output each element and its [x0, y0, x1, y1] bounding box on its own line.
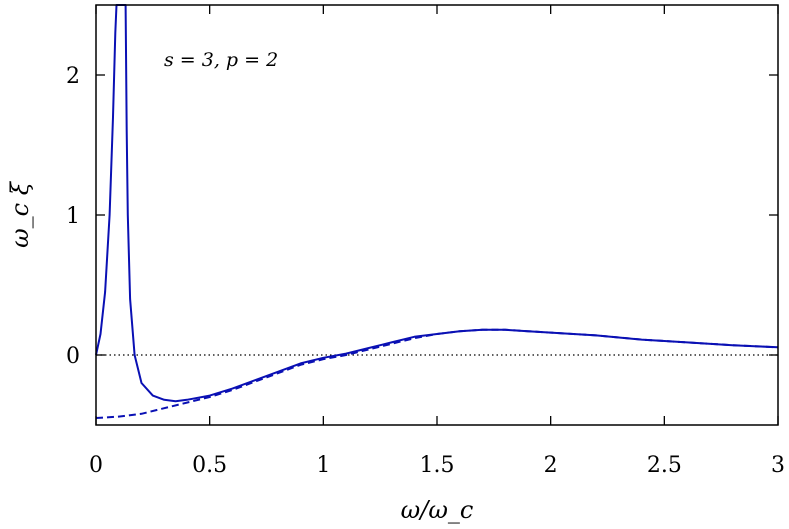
parameter-annotation: s = 3, p = 2 — [164, 49, 278, 71]
x-tick-label: 1 — [316, 453, 330, 478]
y-tick-label: 0 — [66, 344, 80, 369]
x-tick-label: 0.5 — [192, 453, 227, 478]
y-tick-label: 2 — [66, 64, 80, 89]
x-tick-label: 3 — [771, 453, 785, 478]
series-line-dashed — [95, 328, 779, 419]
x-tick-label: 1.5 — [420, 453, 455, 478]
plot-frame — [95, 4, 779, 426]
x-tick-label: 2.5 — [647, 453, 682, 478]
y-axis-label: ω_c ξ — [6, 180, 34, 248]
x-tick-label: 2 — [544, 453, 558, 478]
tick-labels: 0 0.5 1 1.5 2 2.5 3 0 1 2 — [66, 64, 785, 478]
x-tick-label: 0 — [89, 453, 103, 478]
y-tick-label: 1 — [66, 204, 80, 229]
x-axis-label: ω/ω_c — [401, 496, 474, 524]
